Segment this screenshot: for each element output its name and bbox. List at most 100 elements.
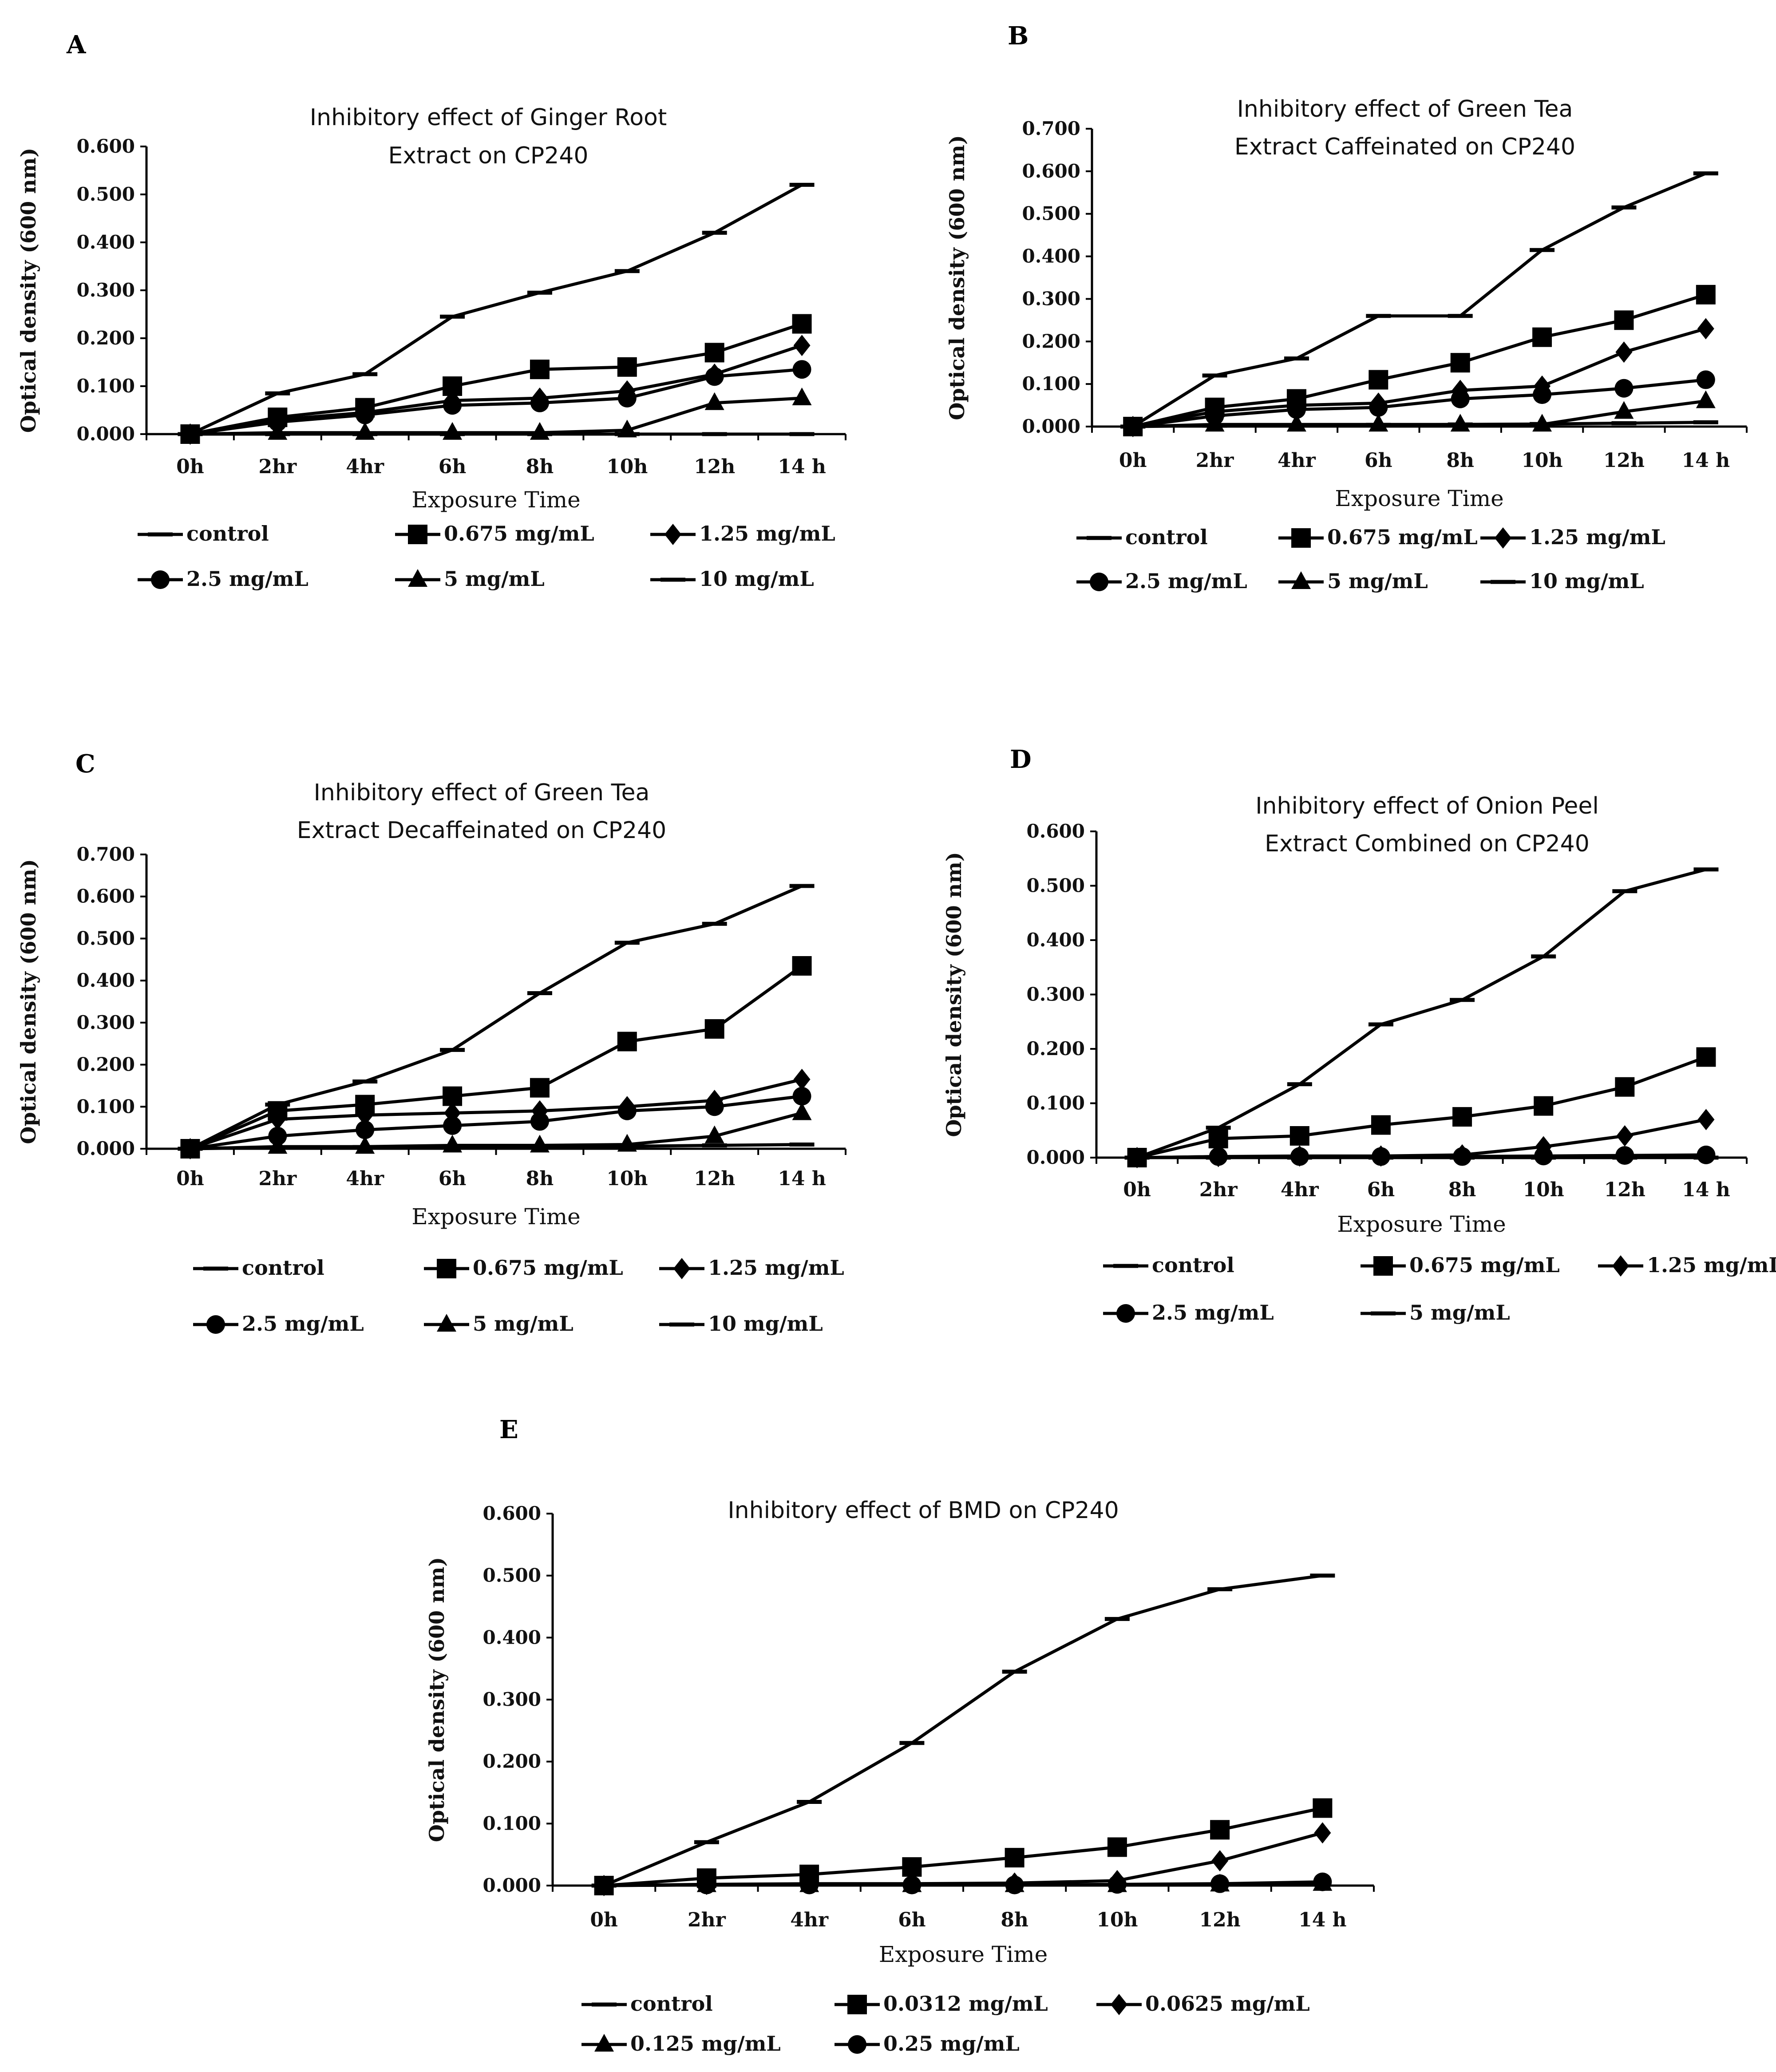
- y-tick-label: 0.600: [1026, 820, 1085, 842]
- legend-swatch-marker: [408, 569, 427, 587]
- legend-label: 2.5 mg/mL: [186, 567, 309, 591]
- series-line-1-25-mg-ml: [1132, 327, 1706, 428]
- y-tick-label: 0.300: [1026, 984, 1085, 1005]
- legend-swatch-marker: [848, 2035, 866, 2054]
- data-point-1-25-mg-ml: [706, 364, 723, 385]
- legend-item: 10 mg/mL: [650, 567, 814, 591]
- x-tick-label: 2hr: [688, 1909, 726, 1931]
- y-tick-label: 0.500: [1022, 203, 1080, 225]
- data-point-5-mg-ml: [1532, 414, 1552, 432]
- data-point-1-25-mg-ml: [1210, 1146, 1227, 1167]
- x-axis-label: Exposure Time: [1337, 1211, 1506, 1237]
- series-1-25-mg-ml: [1128, 1109, 1715, 1168]
- data-point-0-675-mg-ml: [443, 376, 463, 396]
- data-point-1-25-mg-ml: [1535, 1136, 1552, 1158]
- series-line-0-675-mg-ml: [190, 965, 803, 1151]
- legend-item: 1.25 mg/mL: [659, 1256, 844, 1280]
- x-axis-label: Exposure Time: [411, 487, 580, 513]
- series-0-675-mg-ml: [180, 314, 812, 444]
- chart-panel-c: C Inhibitory effect of Green Tea Extract D…: [16, 749, 846, 1336]
- legend-label: 0.675 mg/mL: [1409, 1253, 1560, 1277]
- data-point-5-mg-ml: [617, 419, 637, 438]
- data-point-1-25-mg-ml: [1697, 318, 1714, 340]
- series-line-2-5-mg-ml: [190, 368, 802, 436]
- y-tick-label: 0.300: [483, 1688, 541, 1710]
- x-tick-label: 0h: [1119, 449, 1147, 472]
- chart-title: Inhibitory effect of Onion Peel: [1255, 793, 1599, 819]
- x-tick-label: 12h: [694, 455, 735, 478]
- legend-label: 5 mg/mL: [1409, 1301, 1510, 1325]
- data-point-0-675-mg-ml: [1696, 1047, 1716, 1067]
- legend-item: 2.5 mg/mL: [193, 1312, 364, 1336]
- y-axis-label: Optical density (600 nm): [942, 852, 966, 1137]
- x-tick-label: 4hr: [346, 455, 384, 478]
- legend-swatch-marker: [1612, 1255, 1629, 1277]
- y-tick-label: 0.700: [1022, 118, 1080, 139]
- x-tick-label: 6h: [439, 1167, 467, 1190]
- y-axis-label: Optical density (600 nm): [16, 859, 40, 1144]
- x-tick-label: 8h: [1448, 1178, 1476, 1201]
- data-point-0-125-mg-ml: [1210, 1874, 1230, 1892]
- data-point-5-mg-ml: [1369, 414, 1388, 432]
- data-point-1-25-mg-ml: [531, 388, 548, 409]
- x-tick-label: 12h: [1199, 1909, 1241, 1931]
- x-tick-label: 8h: [1001, 1909, 1028, 1931]
- data-point-2-5-mg-ml: [1614, 379, 1634, 398]
- x-tick-label: 14 h: [1298, 1909, 1347, 1931]
- data-point-1-25-mg-ml: [1697, 1109, 1715, 1131]
- data-point-0-0625-mg-ml: [1314, 1822, 1331, 1844]
- y-tick-label: 0.200: [483, 1751, 541, 1772]
- data-point-5-mg-ml: [355, 1136, 375, 1154]
- panel-letter: C: [75, 749, 95, 779]
- chart-title: Extract Combined on CP240: [1265, 830, 1590, 857]
- x-tick-label: 0h: [176, 1167, 204, 1190]
- x-tick-label: 8h: [526, 1167, 554, 1190]
- x-tick-label: 0h: [1123, 1178, 1151, 1201]
- series-control: [591, 1574, 1335, 1888]
- data-point-2-5-mg-ml: [1696, 370, 1715, 389]
- data-point-0-675-mg-ml: [1371, 1115, 1391, 1135]
- panel-letter: B: [1008, 21, 1028, 51]
- data-point-2-5-mg-ml: [1697, 1145, 1716, 1164]
- legend-swatch-marker: [1373, 1256, 1393, 1276]
- data-point-2-5-mg-ml: [792, 1087, 811, 1106]
- legend-label: 1.25 mg/mL: [1647, 1253, 1776, 1277]
- series-line-0-675-mg-ml: [190, 322, 803, 436]
- series-line-5-mg-ml: [190, 396, 802, 436]
- data-point-5-mg-ml: [704, 1125, 724, 1143]
- panel-letter: D: [1010, 745, 1032, 774]
- x-tick-label: 6h: [439, 455, 467, 478]
- data-point-5-mg-ml: [1286, 414, 1306, 432]
- x-tick-label: 6h: [898, 1909, 926, 1931]
- series-control: [178, 884, 815, 1151]
- legend-swatch-marker: [437, 1314, 456, 1332]
- legend-swatch-marker: [1116, 1304, 1135, 1323]
- data-point-0-675-mg-ml: [1696, 285, 1716, 304]
- data-point-5-mg-ml: [530, 422, 550, 440]
- legend-swatch-marker: [206, 1315, 225, 1334]
- legend-label: 2.5 mg/mL: [242, 1312, 364, 1336]
- data-point-0-675-mg-ml: [443, 1086, 463, 1106]
- data-point-5-mg-ml: [443, 1135, 463, 1153]
- x-tick-label: 2hr: [1196, 449, 1234, 472]
- x-tick-label: 12h: [694, 1167, 735, 1190]
- data-point-5-mg-ml: [1614, 401, 1634, 419]
- data-point-1-25-mg-ml: [1370, 392, 1387, 414]
- data-point-1-25-mg-ml: [793, 1068, 811, 1090]
- y-tick-label: 0.100: [76, 375, 135, 397]
- series-0-675-mg-ml: [1127, 1047, 1716, 1167]
- y-tick-label: 0.100: [76, 1095, 135, 1117]
- chart-panel-e: E Inhibitory effect of BMD on CP240 Optica…: [425, 1415, 1375, 2056]
- data-point-0-675-mg-ml: [1614, 310, 1634, 330]
- data-point-2-5-mg-ml: [1615, 1146, 1634, 1165]
- series-line-0-0312-mg-ml: [604, 1806, 1323, 1887]
- legend-item: control: [138, 522, 269, 546]
- y-tick-label: 0.600: [76, 135, 135, 157]
- legend-item: 0.675 mg/mL: [1361, 1253, 1560, 1277]
- legend-label: 0.0312 mg/mL: [883, 1992, 1048, 2016]
- series-line-1-25-mg-ml: [190, 1078, 803, 1151]
- legend-item: 0.675 mg/mL: [1278, 525, 1478, 549]
- legend-item: 0.125 mg/mL: [581, 2032, 781, 2056]
- legend-label: 10 mg/mL: [1529, 569, 1644, 593]
